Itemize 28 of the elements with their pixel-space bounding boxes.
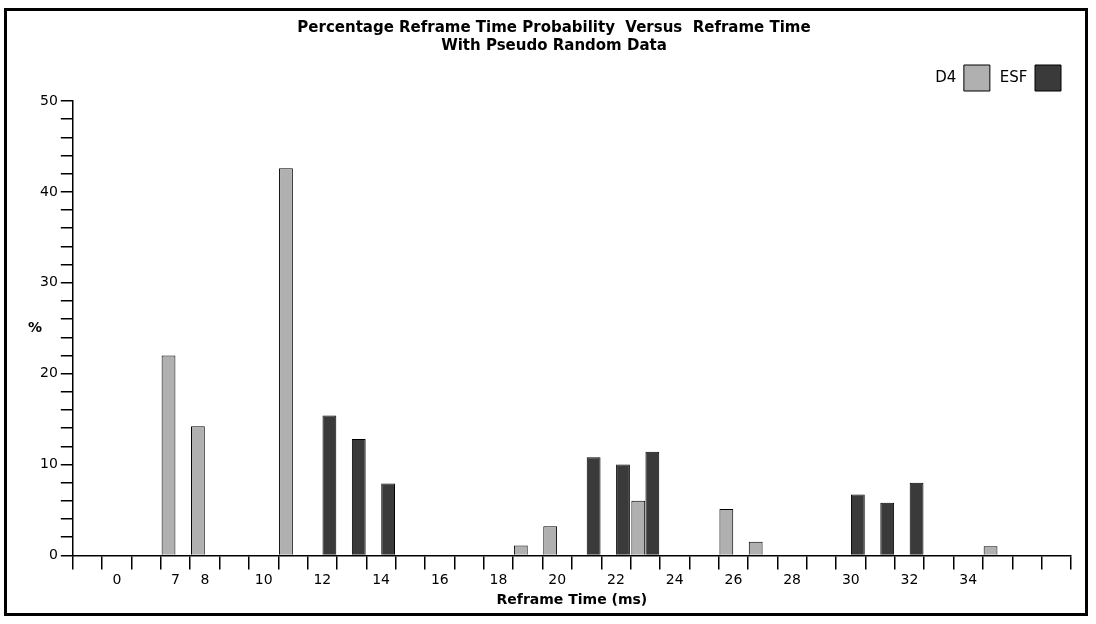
x-axis-title: Reframe Time (ms) bbox=[496, 591, 648, 608]
y-tick-label: 10 bbox=[39, 455, 58, 472]
y-tick-label: 30 bbox=[39, 273, 58, 290]
y-axis-title: % bbox=[27, 318, 43, 335]
x-tick-label: 30 bbox=[841, 571, 860, 588]
x-tick-label: 24 bbox=[665, 571, 684, 588]
x-tick-label: 32 bbox=[900, 571, 919, 588]
x-tick-label: 22 bbox=[607, 571, 625, 588]
x-tick-label: 7 bbox=[171, 571, 181, 588]
x-tick-label: 34 bbox=[959, 571, 978, 588]
x-tick-label: 28 bbox=[783, 571, 802, 588]
y-tick-label: 40 bbox=[39, 182, 58, 199]
y-tick-label: 20 bbox=[39, 364, 58, 381]
chart-subtitle: With Pseudo Random Data bbox=[441, 35, 667, 54]
x-tick-label: 16 bbox=[430, 571, 449, 588]
x-tick-label: 26 bbox=[724, 571, 743, 588]
x-tick-label: 0 bbox=[112, 571, 122, 588]
legend-label: ESF bbox=[999, 67, 1028, 86]
y-tick-label: 0 bbox=[48, 546, 58, 563]
legend-label: D4 bbox=[935, 67, 957, 86]
x-tick-label: 18 bbox=[489, 571, 508, 588]
x-tick-label: 10 bbox=[254, 571, 273, 588]
x-tick-label: 8 bbox=[200, 571, 210, 588]
x-tick-label: 14 bbox=[372, 571, 391, 588]
y-tick-label: 50 bbox=[39, 91, 58, 108]
chart-title: Percentage Reframe Time Probability Versus Reframe Time bbox=[297, 17, 811, 36]
x-tick-label: 12 bbox=[313, 571, 332, 588]
x-tick-label: 20 bbox=[548, 571, 567, 588]
